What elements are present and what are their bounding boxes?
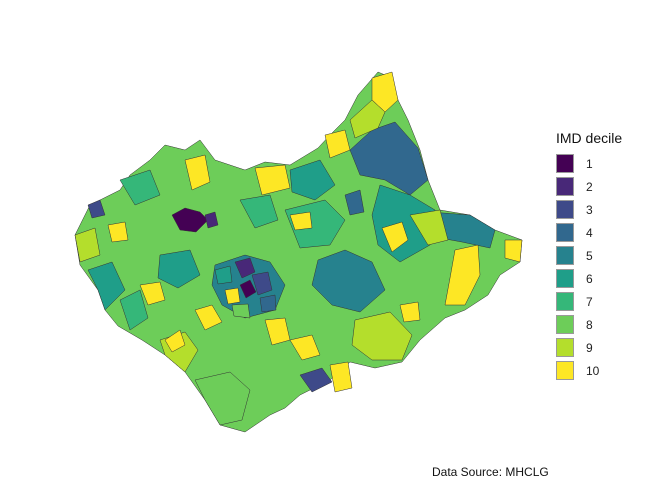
area-south-4 (299, 367, 333, 393)
legend-item-8: 8 (556, 313, 656, 336)
area-mid-6 (107, 221, 129, 243)
legend-item-6: 6 (556, 267, 656, 290)
legend-label: 1 (586, 156, 593, 171)
area-north-tip (371, 71, 399, 113)
county-areas (74, 71, 523, 433)
legend-item-9: 9 (556, 336, 656, 359)
area-n-y2 (184, 154, 211, 191)
area-east-y3 (381, 221, 409, 253)
area-east-2 (311, 249, 386, 313)
city-cluster (194, 254, 291, 346)
area-mid-5 (119, 169, 161, 206)
legend-swatch (556, 200, 574, 219)
area-mid-8 (399, 301, 421, 323)
legend-swatch (556, 338, 574, 357)
legend-swatch (556, 361, 574, 380)
legend-label: 2 (586, 179, 593, 194)
area-east-y2 (504, 239, 523, 263)
legend-label: 9 (586, 340, 593, 355)
legend-items: 1 2 3 4 5 6 7 8 9 10 (556, 152, 656, 382)
legend-label: 3 (586, 202, 593, 217)
legend-swatch (556, 292, 574, 311)
area-west-4 (119, 289, 149, 331)
legend-swatch (556, 269, 574, 288)
legend-label: 7 (586, 294, 593, 309)
area-mid-1 (284, 199, 346, 249)
area-east-g (409, 209, 449, 246)
data-source-caption: Data Source: MHCLG (432, 465, 549, 479)
area-mid-2 (289, 211, 313, 231)
area-n-y1 (254, 164, 291, 196)
area-west-1 (87, 261, 126, 311)
legend-item-2: 2 (556, 175, 656, 198)
legend-item-5: 5 (556, 244, 656, 267)
legend-item-1: 1 (556, 152, 656, 175)
area-mid-4 (139, 281, 166, 306)
legend-swatch (556, 177, 574, 196)
area-south-6 (289, 334, 321, 361)
legend-label: 5 (586, 248, 593, 263)
legend-swatch (556, 223, 574, 242)
legend-item-10: 10 (556, 359, 656, 382)
legend-item-4: 4 (556, 221, 656, 244)
legend-label: 4 (586, 225, 593, 240)
legend: IMD decile 1 2 3 4 5 6 7 8 9 10 (556, 130, 656, 382)
area-south-5 (329, 361, 353, 393)
area-n-teal (289, 159, 336, 201)
area-west-2 (74, 227, 101, 263)
legend-title: IMD decile (556, 130, 623, 146)
area-south-3 (164, 329, 186, 353)
area-decile1b (204, 211, 219, 229)
area-north-2 (349, 99, 386, 139)
area-mid-3 (157, 249, 201, 289)
legend-item-7: 7 (556, 290, 656, 313)
legend-label: 10 (586, 363, 600, 378)
legend-item-3: 3 (556, 198, 656, 221)
area-n-y3 (324, 129, 351, 159)
legend-label: 6 (586, 271, 593, 286)
legend-label: 8 (586, 317, 593, 332)
area-west-3 (87, 199, 106, 219)
legend-swatch (556, 154, 574, 173)
area-mid-7 (344, 189, 365, 216)
legend-swatch (556, 315, 574, 334)
area-east-y1 (444, 244, 481, 306)
legend-swatch (556, 246, 574, 265)
area-mid-9 (239, 194, 279, 229)
area-east (371, 184, 436, 263)
area-south-1 (194, 371, 251, 426)
area-east-lime (351, 311, 413, 361)
area-ne (349, 121, 429, 196)
